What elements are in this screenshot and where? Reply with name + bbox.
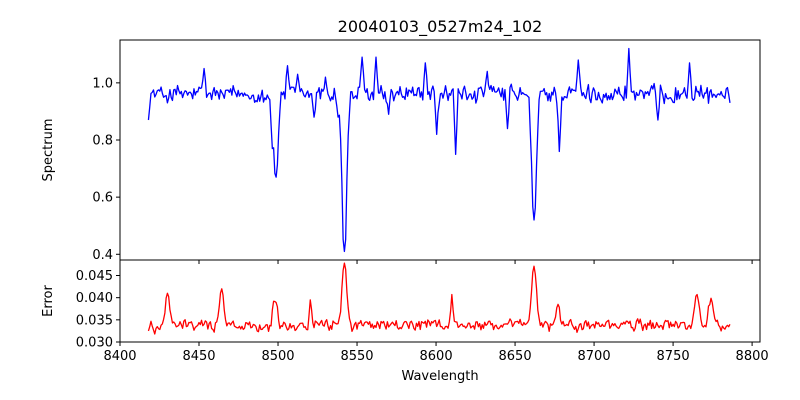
error-panel: 8400 8450 8500 8550 8600 8650 8700 8750 8800 0.03… xyxy=(41,259,769,384)
error-xtick-label: 8800 xyxy=(736,349,769,364)
spectrum-ytick-label: 0.4 xyxy=(92,248,113,263)
error-ticks: 8400 8450 8500 8550 8600 8650 8700 8750 8800 0.03… xyxy=(76,269,769,364)
error-xtick-label: 8450 xyxy=(182,349,215,364)
spectrum-ytick-label: 0.8 xyxy=(92,134,113,149)
spectrum-series-line xyxy=(147,47,731,253)
error-series-line xyxy=(147,262,731,335)
spectrum-ytick-label: 0.6 xyxy=(92,191,113,206)
error-xtick-label: 8600 xyxy=(420,349,453,364)
error-xtick-label: 8650 xyxy=(499,349,532,364)
spectrum-ticks: 0.4 0.6 0.8 1.0 xyxy=(92,76,753,264)
error-xtick-label: 8750 xyxy=(657,349,690,364)
error-ytick-label: 0.035 xyxy=(76,313,113,328)
error-axes-frame xyxy=(119,259,761,343)
error-xtick-label: 8500 xyxy=(261,349,294,364)
error-ytick-label: 0.030 xyxy=(76,336,113,351)
error-xtick-label: 8700 xyxy=(578,349,611,364)
error-xtick-label: 8400 xyxy=(103,349,136,364)
error-ytick-label: 0.045 xyxy=(76,269,113,284)
chart-title: 20040103_0527m24_102 xyxy=(338,17,543,37)
error-xtick-label: 8550 xyxy=(340,349,373,364)
error-xlabel: Wavelength xyxy=(401,369,478,384)
error-ylabel: Error xyxy=(41,285,56,317)
spectrum-ylabel: Spectrum xyxy=(41,119,56,182)
error-ytick-label: 0.040 xyxy=(76,291,113,306)
spectrum-ytick-label: 1.0 xyxy=(92,76,113,91)
